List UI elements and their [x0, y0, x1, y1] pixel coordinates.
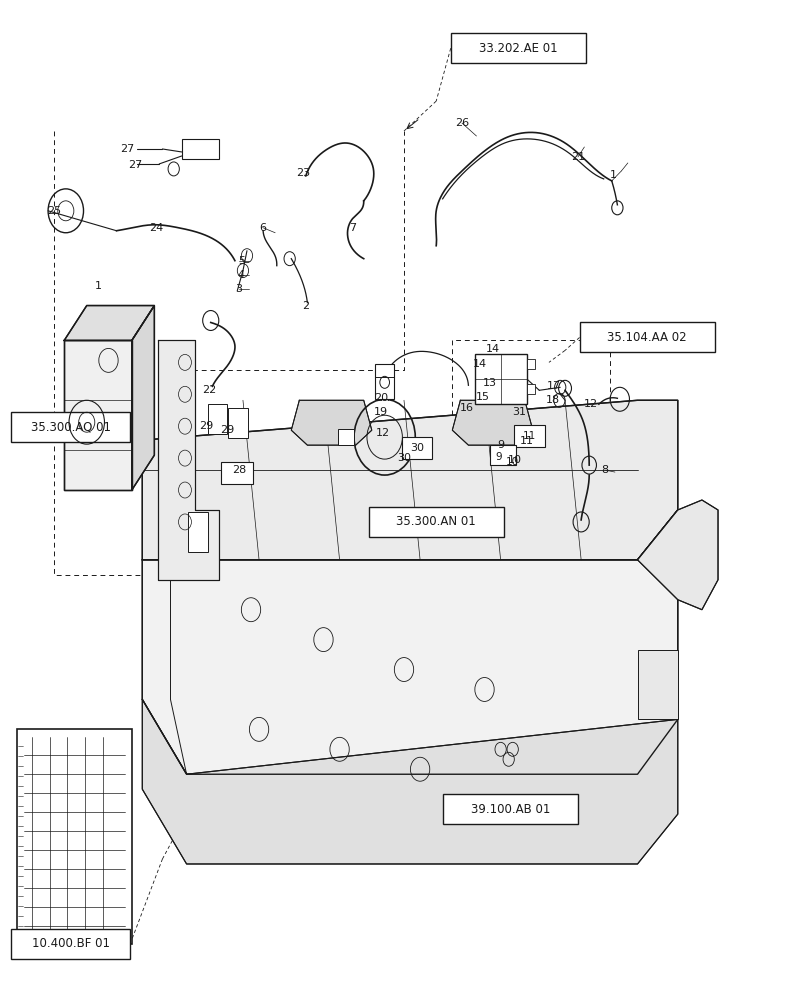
Polygon shape [452, 400, 532, 445]
Polygon shape [64, 306, 154, 340]
Text: 8: 8 [602, 465, 609, 475]
Bar [229, 408, 248, 438]
Bar [579, 322, 715, 352]
Bar [11, 929, 130, 959]
Text: 9: 9 [496, 452, 503, 462]
Polygon shape [142, 699, 678, 864]
Bar [451, 33, 586, 63]
Polygon shape [142, 400, 678, 560]
Text: 9: 9 [497, 440, 504, 450]
Text: 16: 16 [460, 403, 473, 413]
Bar [221, 462, 254, 484]
Text: 10: 10 [508, 455, 522, 465]
Bar [515, 425, 545, 447]
Text: 31: 31 [512, 407, 526, 417]
Text: 4: 4 [237, 270, 244, 280]
Text: 12: 12 [583, 399, 598, 409]
Polygon shape [638, 500, 718, 610]
Text: 27: 27 [120, 144, 134, 154]
Text: 35.300.AN 01: 35.300.AN 01 [397, 515, 476, 528]
Text: 6: 6 [259, 223, 267, 233]
Text: 23: 23 [297, 168, 310, 178]
Text: 20: 20 [374, 393, 389, 403]
Text: 33.202.AE 01: 33.202.AE 01 [479, 42, 558, 55]
Polygon shape [64, 340, 132, 490]
Bar [338, 429, 354, 445]
Text: 1: 1 [95, 281, 102, 291]
Polygon shape [132, 306, 154, 490]
Text: 35.300.AQ 01: 35.300.AQ 01 [31, 421, 111, 434]
Bar [368, 507, 504, 537]
Bar [402, 437, 432, 459]
Text: 27: 27 [128, 160, 142, 170]
Bar [527, 359, 535, 369]
Polygon shape [291, 400, 372, 445]
Text: 15: 15 [476, 392, 490, 402]
Text: 1: 1 [610, 170, 617, 180]
Text: 29: 29 [199, 421, 213, 431]
Text: 24: 24 [149, 223, 163, 233]
Text: 39.100.AB 01: 39.100.AB 01 [470, 803, 550, 816]
Text: 5: 5 [238, 256, 246, 266]
Bar [490, 445, 516, 465]
Text: 21: 21 [571, 152, 585, 162]
Text: 35.104.AA 02: 35.104.AA 02 [608, 331, 687, 344]
Bar [11, 412, 130, 442]
Text: 3: 3 [235, 284, 242, 294]
Text: 14: 14 [473, 359, 486, 369]
Text: 10.400.BF 01: 10.400.BF 01 [32, 937, 110, 950]
Text: 28: 28 [232, 465, 246, 475]
Bar [443, 794, 578, 824]
Text: 30: 30 [397, 453, 411, 463]
Bar [182, 139, 219, 159]
Text: 29: 29 [220, 425, 234, 435]
Text: 12: 12 [376, 428, 390, 438]
Text: 11: 11 [523, 431, 537, 441]
Text: 2: 2 [302, 301, 309, 311]
Text: 17: 17 [547, 381, 561, 391]
Text: 30: 30 [410, 443, 424, 453]
Text: 19: 19 [373, 407, 388, 417]
Text: 18: 18 [546, 395, 560, 405]
Text: 13: 13 [482, 378, 496, 388]
Text: 7: 7 [349, 223, 356, 233]
Text: 11: 11 [520, 436, 533, 446]
Text: 22: 22 [202, 385, 217, 395]
Bar [475, 354, 527, 404]
Text: 14: 14 [486, 344, 500, 354]
Text: 26: 26 [455, 118, 469, 128]
Polygon shape [638, 650, 678, 719]
Text: 10: 10 [506, 457, 519, 467]
Bar [188, 512, 208, 552]
Bar [208, 404, 227, 434]
Text: 25: 25 [47, 206, 61, 216]
Bar [375, 364, 394, 399]
Bar [18, 729, 132, 944]
Bar [527, 384, 535, 394]
Polygon shape [142, 510, 678, 774]
Polygon shape [158, 340, 219, 580]
